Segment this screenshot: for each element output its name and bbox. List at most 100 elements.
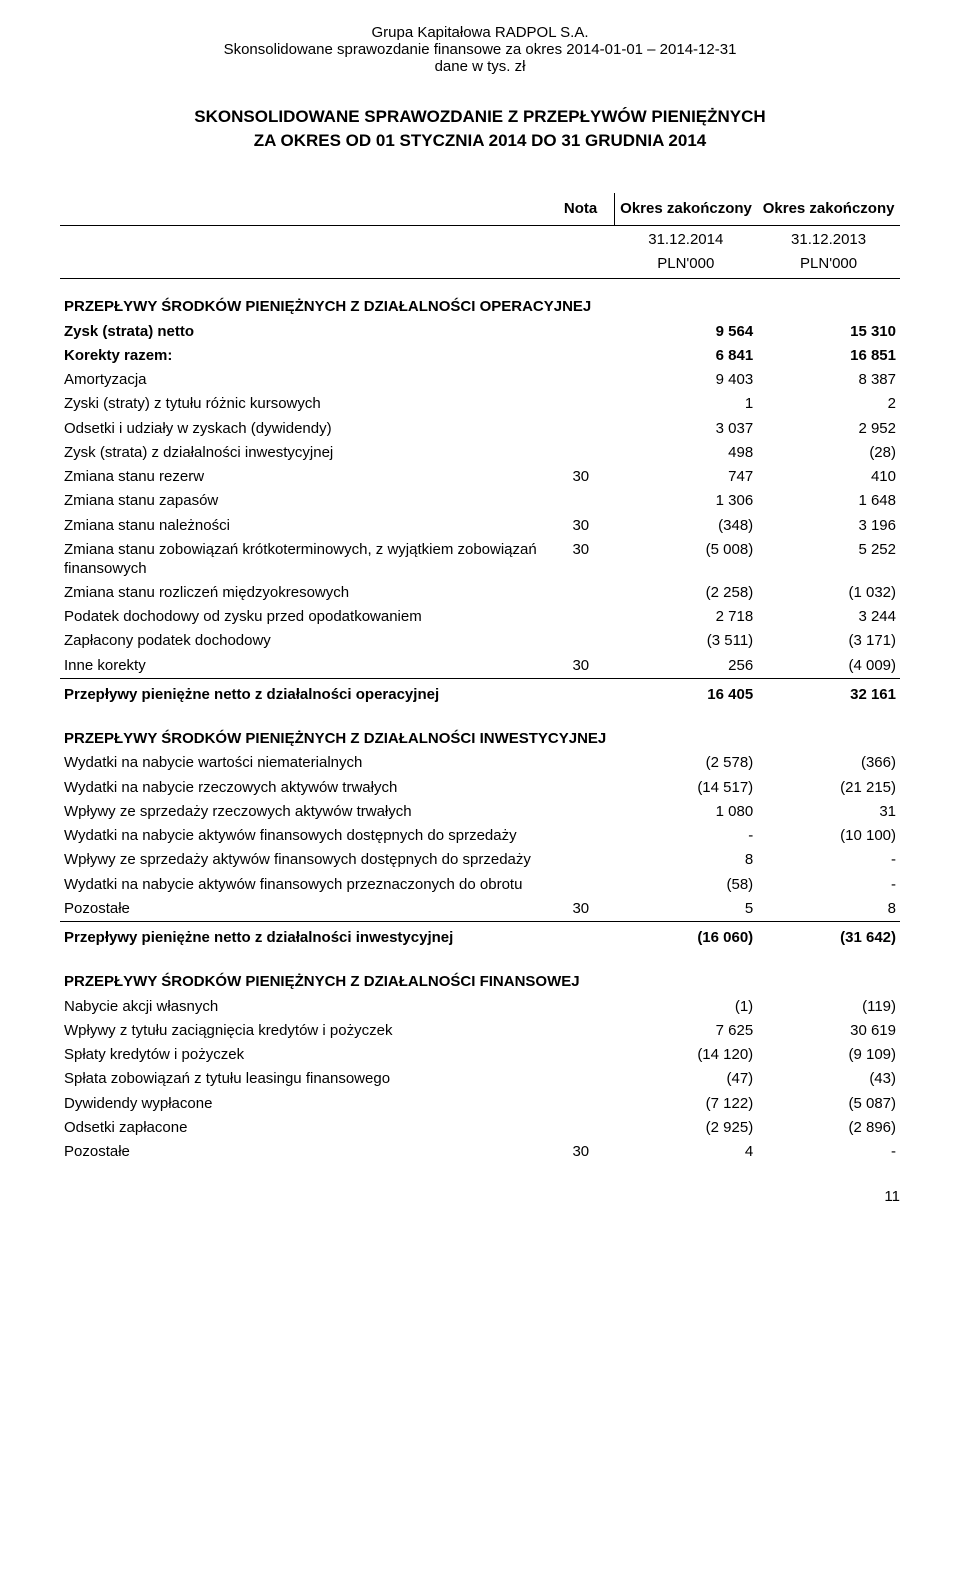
table-header-dates: 31.12.2014 31.12.2013 (60, 225, 900, 252)
row-label: Zapłacony podatek dochodowy (60, 629, 547, 653)
table-row: Wpływy ze sprzedaży aktywów finansowych … (60, 848, 900, 872)
table-row: Pozostałe304- (60, 1140, 900, 1164)
row-nota (547, 368, 614, 392)
row-label: Zyski (straty) z tytułu różnic kursowych (60, 392, 547, 416)
row-value-2014: 2 718 (614, 605, 757, 629)
table-row: Podatek dochodowy od zysku przed opodatk… (60, 605, 900, 629)
row-label: Wydatki na nabycie aktywów finansowych d… (60, 824, 547, 848)
row-value-2014: 6 841 (614, 344, 757, 368)
row-value-2014: 256 (614, 654, 757, 679)
row-nota (547, 873, 614, 897)
row-value-2014: 498 (614, 441, 757, 465)
row-value-2014: (348) (614, 514, 757, 538)
row-nota (547, 392, 614, 416)
row-value-2013: - (757, 873, 900, 897)
row-nota: 30 (547, 538, 614, 581)
row-nota (547, 344, 614, 368)
row-value-2014: (2 925) (614, 1116, 757, 1140)
row-label: Wpływy ze sprzedaży rzeczowych aktywów t… (60, 800, 547, 824)
row-nota (547, 320, 614, 344)
table-row: Pozostałe3058 (60, 897, 900, 922)
row-label: Zysk (strata) z działalności inwestycyjn… (60, 441, 547, 465)
table-row: Wydatki na nabycie aktywów finansowych p… (60, 873, 900, 897)
row-value-2013: - (757, 1140, 900, 1164)
row-value-2013: 1 648 (757, 489, 900, 513)
row-value-2013: 15 310 (757, 320, 900, 344)
row-value-2013: (5 087) (757, 1092, 900, 1116)
company-name: Grupa Kapitałowa RADPOL S.A. (60, 24, 900, 41)
row-value-2014: 9 403 (614, 368, 757, 392)
row-value-2013: (21 215) (757, 776, 900, 800)
col-unit2: PLN'000 (757, 252, 900, 279)
row-label: Zysk (strata) netto (60, 320, 547, 344)
document-header: Grupa Kapitałowa RADPOL S.A. Skonsolidow… (60, 24, 900, 75)
row-nota (547, 605, 614, 629)
table-row: Zmiana stanu zobowiązań krótkoterminowyc… (60, 538, 900, 581)
row-label: Zmiana stanu rezerw (60, 465, 547, 489)
cashflow-table: Nota Okres zakończony Okres zakończony 3… (60, 193, 900, 1165)
row-label: Spłata zobowiązań z tytułu leasingu fina… (60, 1067, 547, 1091)
row-label: Wydatki na nabycie rzeczowych aktywów tr… (60, 776, 547, 800)
row-nota (547, 581, 614, 605)
row-nota (547, 848, 614, 872)
col-unit1: PLN'000 (614, 252, 757, 279)
table-row: Wpływy ze sprzedaży rzeczowych aktywów t… (60, 800, 900, 824)
row-nota (547, 441, 614, 465)
row-value-2014: (5 008) (614, 538, 757, 581)
row-label: Odsetki zapłacone (60, 1116, 547, 1140)
row-value-2013: - (757, 848, 900, 872)
row-label: Wydatki na nabycie aktywów finansowych p… (60, 873, 547, 897)
col-header-nota: Nota (547, 193, 614, 226)
table-row: Amortyzacja9 4038 387 (60, 368, 900, 392)
row-nota (547, 629, 614, 653)
page-number: 11 (60, 1188, 900, 1205)
table-row: Zmiana stanu rezerw30747410 (60, 465, 900, 489)
row-nota (547, 1019, 614, 1043)
row-value-2014: - (614, 824, 757, 848)
row-value-2014: 747 (614, 465, 757, 489)
row-label: Zmiana stanu rozliczeń międzyokresowych (60, 581, 547, 605)
row-nota: 30 (547, 897, 614, 922)
row-value-2014: (3 511) (614, 629, 757, 653)
row-value-2014: (58) (614, 873, 757, 897)
col-header-period2: Okres zakończony (757, 193, 900, 226)
row-value-2014: (2 258) (614, 581, 757, 605)
table-row: Zmiana stanu należności30(348)3 196 (60, 514, 900, 538)
row-value-2014: 1 080 (614, 800, 757, 824)
table-row: Wydatki na nabycie aktywów finansowych d… (60, 824, 900, 848)
operating-subtotal: Przepływy pieniężne netto z działalności… (60, 678, 900, 711)
table-row: Odsetki zapłacone(2 925)(2 896) (60, 1116, 900, 1140)
investing-subtotal: Przepływy pieniężne netto z działalności… (60, 922, 900, 955)
row-label: Odsetki i udziały w zyskach (dywidendy) (60, 417, 547, 441)
row-nota: 30 (547, 514, 614, 538)
row-value-2014: 3 037 (614, 417, 757, 441)
row-nota (547, 1043, 614, 1067)
title-line2: ZA OKRES OD 01 STYCZNIA 2014 DO 31 GRUDN… (60, 129, 900, 153)
row-nota (547, 800, 614, 824)
row-value-2014: 7 625 (614, 1019, 757, 1043)
table-row: Zmiana stanu zapasów1 3061 648 (60, 489, 900, 513)
row-value-2014: 5 (614, 897, 757, 922)
row-nota (547, 489, 614, 513)
row-value-2013: 30 619 (757, 1019, 900, 1043)
table-row: Zapłacony podatek dochodowy(3 511)(3 171… (60, 629, 900, 653)
table-header-units: PLN'000 PLN'000 (60, 252, 900, 279)
row-value-2014: (14 120) (614, 1043, 757, 1067)
section-investing-header: PRZEPŁYWY ŚRODKÓW PIENIĘŻNYCH Z DZIAŁALN… (60, 711, 900, 751)
row-value-2014: 8 (614, 848, 757, 872)
row-value-2014: (2 578) (614, 751, 757, 775)
table-row: Dywidendy wypłacone(7 122)(5 087) (60, 1092, 900, 1116)
row-value-2013: 8 (757, 897, 900, 922)
table-header-row: Nota Okres zakończony Okres zakończony (60, 193, 900, 226)
row-label: Spłaty kredytów i pożyczek (60, 1043, 547, 1067)
row-label: Dywidendy wypłacone (60, 1092, 547, 1116)
row-nota: 30 (547, 1140, 614, 1164)
table-row: Nabycie akcji własnych(1)(119) (60, 995, 900, 1019)
row-nota (547, 995, 614, 1019)
table-row: Spłata zobowiązań z tytułu leasingu fina… (60, 1067, 900, 1091)
report-period: Skonsolidowane sprawozdanie finansowe za… (60, 41, 900, 58)
table-row: Wydatki na nabycie wartości niematerialn… (60, 751, 900, 775)
row-label: Inne korekty (60, 654, 547, 679)
row-label: Wpływy z tytułu zaciągnięcia kredytów i … (60, 1019, 547, 1043)
row-nota (547, 417, 614, 441)
